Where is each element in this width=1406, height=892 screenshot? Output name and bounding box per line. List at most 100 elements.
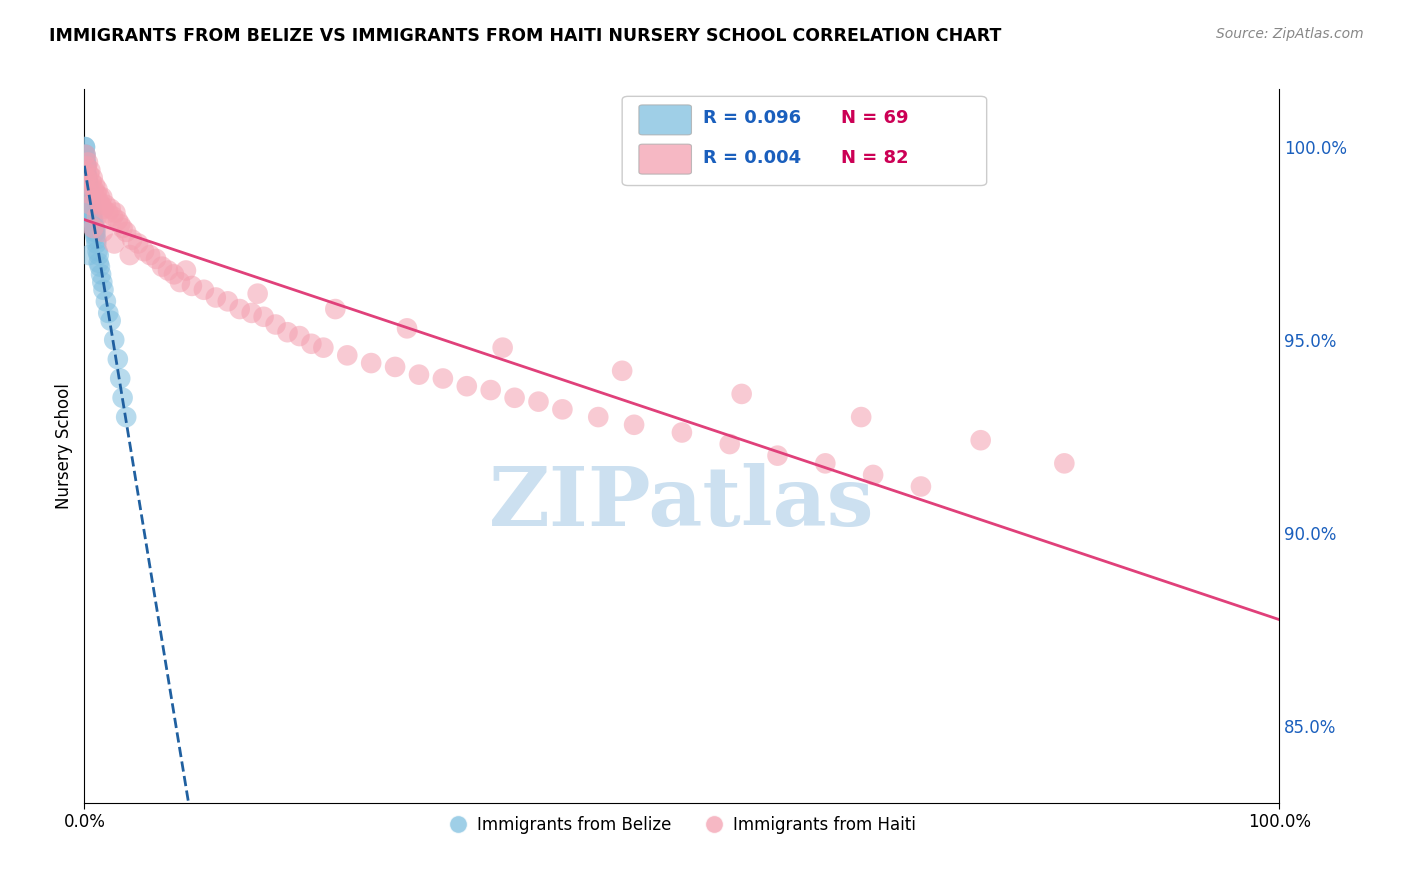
Point	[80, 210, 103, 224]
Point	[80, 202, 103, 216]
Point	[86, 186, 108, 201]
Point	[360, 356, 382, 370]
Point	[132, 244, 156, 259]
Point	[90, 198, 112, 212]
Point	[623, 417, 645, 432]
Point	[73, 178, 96, 193]
Point	[100, 313, 122, 327]
Y-axis label: Nursery School: Nursery School	[55, 383, 73, 509]
Point	[118, 248, 141, 262]
Point	[336, 348, 359, 362]
Point	[492, 341, 515, 355]
Point	[396, 321, 419, 335]
Point	[76, 175, 98, 189]
Point	[103, 236, 125, 251]
Point	[82, 213, 104, 227]
Point	[76, 170, 98, 185]
Point	[229, 301, 252, 316]
Point	[181, 279, 204, 293]
Point	[671, 425, 693, 440]
Point	[111, 221, 134, 235]
Point	[83, 221, 105, 235]
Point	[77, 186, 100, 201]
Point	[84, 178, 107, 193]
Point	[90, 268, 112, 282]
Point	[73, 140, 96, 154]
Point	[325, 301, 347, 316]
Point	[77, 186, 100, 201]
Point	[588, 410, 610, 425]
Point	[86, 233, 108, 247]
Point	[79, 202, 101, 216]
Point	[157, 263, 180, 277]
Point	[73, 140, 96, 154]
Point	[115, 410, 138, 425]
Point	[79, 190, 101, 204]
Point	[87, 248, 110, 262]
Point	[82, 210, 104, 224]
Point	[80, 198, 103, 212]
Point	[84, 221, 107, 235]
Point	[139, 248, 162, 262]
Point	[93, 202, 115, 216]
Point	[107, 213, 129, 227]
Point	[277, 325, 299, 339]
Point	[110, 217, 132, 231]
Point	[82, 217, 104, 231]
Point	[240, 306, 263, 320]
Text: ZIPatlas: ZIPatlas	[489, 463, 875, 543]
Point	[77, 155, 100, 169]
Text: R = 0.004: R = 0.004	[703, 149, 801, 167]
Point	[456, 379, 478, 393]
Point	[86, 182, 108, 196]
Point	[217, 294, 239, 309]
Point	[77, 175, 100, 189]
Text: N = 82: N = 82	[841, 149, 908, 167]
Point	[101, 210, 124, 224]
Point	[80, 198, 103, 212]
Point	[93, 283, 115, 297]
Point	[76, 182, 98, 196]
Point	[100, 202, 122, 216]
Point	[76, 170, 98, 185]
Point	[79, 186, 101, 201]
Point	[86, 244, 108, 259]
Point	[115, 225, 138, 239]
Point	[814, 456, 837, 470]
Point	[97, 306, 120, 320]
Point	[77, 182, 100, 196]
Point	[150, 260, 173, 274]
Point	[193, 283, 215, 297]
Point	[111, 391, 134, 405]
Point	[127, 236, 149, 251]
Point	[174, 263, 197, 277]
Point	[84, 228, 107, 243]
Point	[82, 213, 104, 227]
Point	[301, 336, 323, 351]
Point	[107, 352, 129, 367]
Point	[76, 170, 98, 185]
Point	[91, 190, 114, 204]
Point	[432, 371, 454, 385]
Point	[79, 163, 101, 178]
FancyBboxPatch shape	[638, 145, 692, 174]
Point	[121, 233, 143, 247]
Point	[731, 387, 754, 401]
Point	[82, 170, 104, 185]
Point	[80, 205, 103, 219]
FancyBboxPatch shape	[623, 96, 987, 186]
Point	[75, 148, 97, 162]
Point	[312, 341, 335, 355]
Point	[851, 410, 873, 425]
Point	[76, 167, 98, 181]
Point	[205, 291, 228, 305]
Point	[80, 175, 103, 189]
Point	[1053, 456, 1076, 470]
Point	[384, 359, 406, 374]
Point	[169, 275, 191, 289]
Text: IMMIGRANTS FROM BELIZE VS IMMIGRANTS FROM HAITI NURSERY SCHOOL CORRELATION CHART: IMMIGRANTS FROM BELIZE VS IMMIGRANTS FRO…	[49, 27, 1001, 45]
Point	[77, 182, 100, 196]
Point	[253, 310, 276, 324]
Point	[94, 198, 117, 212]
Point	[551, 402, 574, 417]
